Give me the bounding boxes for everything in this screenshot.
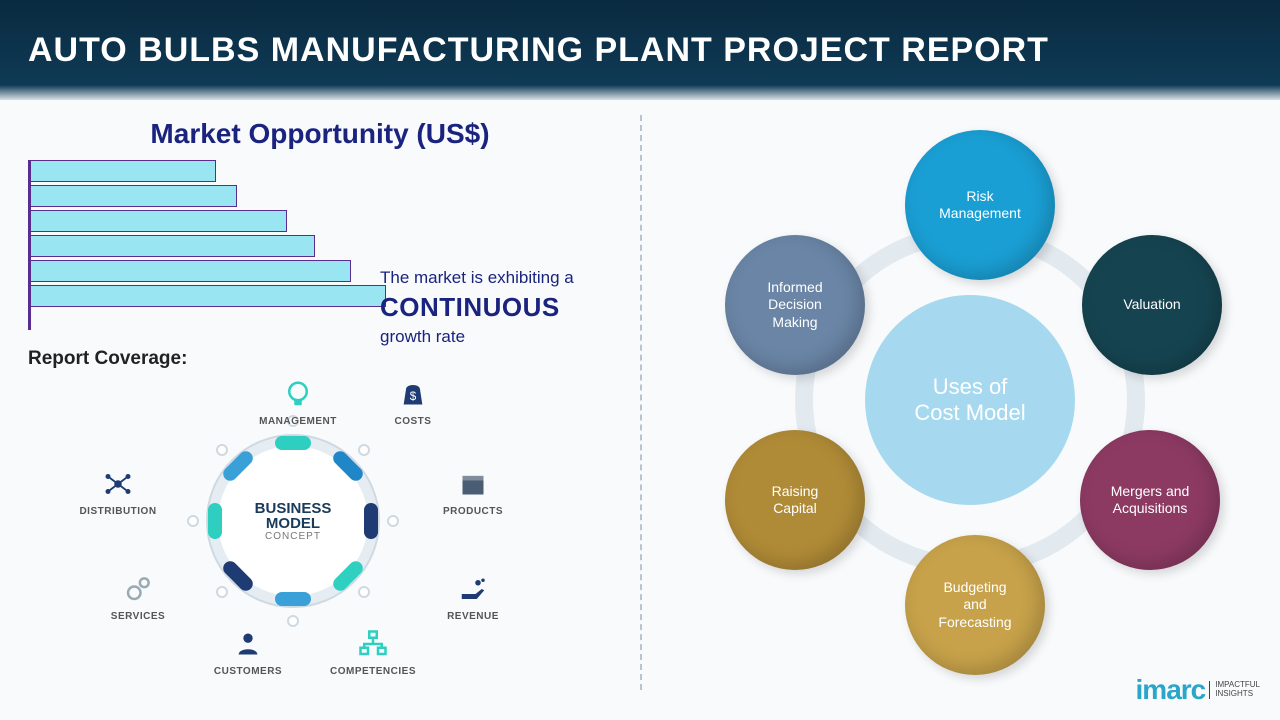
market-opportunity-title: Market Opportunity (US$) xyxy=(28,118,612,150)
ring-dot xyxy=(358,444,370,456)
coverage-item-customers: CUSTOMERS xyxy=(193,626,303,677)
brand-logo: imarc IMPACTFUL INSIGHTS xyxy=(1136,674,1260,706)
cost-model-node: Mergers andAcquisitions xyxy=(1080,430,1220,570)
ring-dot xyxy=(187,515,199,527)
org-icon xyxy=(355,626,391,662)
chart-bar xyxy=(31,160,216,182)
network-icon xyxy=(100,466,136,502)
cost-model-node: RaisingCapital xyxy=(725,430,865,570)
report-coverage-title: Report Coverage: xyxy=(28,348,612,370)
ring-dot xyxy=(358,586,370,598)
ring-segment xyxy=(364,503,378,539)
bulb-icon xyxy=(280,376,316,412)
coverage-item-competencies: COMPETENCIES xyxy=(318,626,428,677)
person-icon xyxy=(230,626,266,662)
coverage-item-label: MANAGEMENT xyxy=(243,416,353,427)
chart-bar xyxy=(31,260,351,282)
right-panel: Uses ofCost Model RiskManagementValuatio… xyxy=(640,100,1280,720)
bag-icon: $ xyxy=(395,376,431,412)
market-opportunity-text: The market is exhibiting a CONTINUOUS gr… xyxy=(380,268,574,347)
gears-icon xyxy=(120,571,156,607)
coverage-item-label: SERVICES xyxy=(83,611,193,622)
ring-dot xyxy=(216,586,228,598)
page-title: AUTO BULBS MANUFACTURING PLANT PROJECT R… xyxy=(28,31,1049,70)
hand-icon xyxy=(455,571,491,607)
logo-tagline: IMPACTFUL INSIGHTS xyxy=(1209,681,1260,699)
coverage-item-revenue: REVENUE xyxy=(418,571,528,622)
business-model-diagram: BUSINESS MODEL CONCEPT MANAGEMENT $ COSTS P… xyxy=(28,376,588,666)
mo-text-line2: CONTINUOUS xyxy=(380,292,574,323)
cost-model-node: BudgetingandForecasting xyxy=(905,535,1045,675)
cost-model-node: Valuation xyxy=(1082,235,1222,375)
coverage-item-distribution: DISTRIBUTION xyxy=(63,466,173,517)
coverage-item-label: COSTS xyxy=(358,416,468,427)
coverage-item-label: COMPETENCIES xyxy=(318,666,428,677)
coverage-item-management: MANAGEMENT xyxy=(243,376,353,427)
coverage-item-costs: $ COSTS xyxy=(358,376,468,427)
ring-segment xyxy=(275,592,311,606)
ring-segment xyxy=(275,436,311,450)
vertical-divider xyxy=(640,115,642,690)
chart-bar xyxy=(31,285,386,307)
logo-text: imarc xyxy=(1136,674,1206,706)
coverage-item-label: DISTRIBUTION xyxy=(63,506,173,517)
mo-text-line3: growth rate xyxy=(380,327,574,347)
coverage-item-label: REVENUE xyxy=(418,611,528,622)
coverage-item-label: PRODUCTS xyxy=(418,506,528,517)
box-icon xyxy=(455,466,491,502)
business-model-center-label: BUSINESS MODEL CONCEPT xyxy=(255,501,332,542)
svg-text:$: $ xyxy=(410,390,417,403)
mo-text-line1: The market is exhibiting a xyxy=(380,268,574,288)
chart-bar xyxy=(31,185,237,207)
coverage-item-label: CUSTOMERS xyxy=(193,666,303,677)
cost-model-center: Uses ofCost Model xyxy=(865,295,1075,505)
header-banner: AUTO BULBS MANUFACTURING PLANT PROJECT R… xyxy=(0,0,1280,100)
cost-model-node: RiskManagement xyxy=(905,130,1055,280)
coverage-item-services: SERVICES xyxy=(83,571,193,622)
ring-segment xyxy=(208,503,222,539)
ring-dot xyxy=(216,444,228,456)
chart-bar xyxy=(31,235,315,257)
chart-bar xyxy=(31,210,287,232)
cost-model-node: InformedDecisionMaking xyxy=(725,235,865,375)
coverage-item-products: PRODUCTS xyxy=(418,466,528,517)
left-panel: Market Opportunity (US$) The market is e… xyxy=(0,100,640,720)
cost-model-diagram: Uses ofCost Model RiskManagementValuatio… xyxy=(710,130,1230,670)
ring-dot xyxy=(387,515,399,527)
